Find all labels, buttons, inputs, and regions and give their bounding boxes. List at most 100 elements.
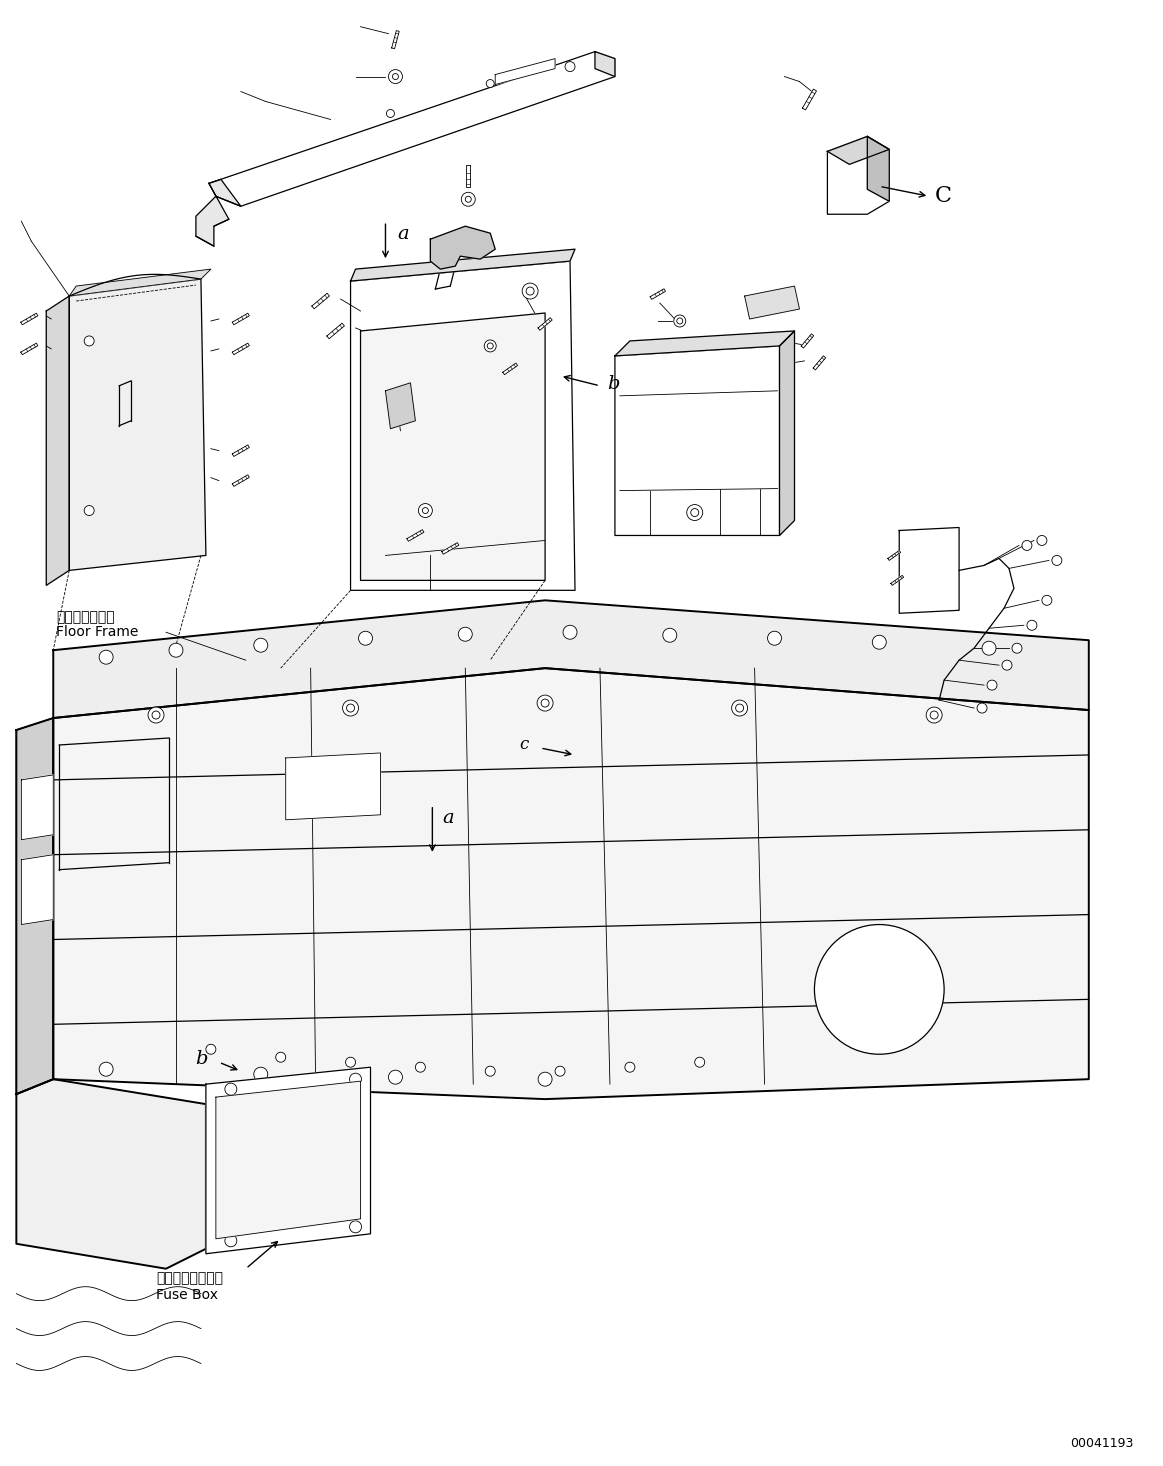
Text: フューズボックス: フューズボックス [156,1271,223,1286]
Circle shape [388,69,402,84]
Circle shape [484,340,497,352]
Polygon shape [16,1079,206,1268]
Polygon shape [595,51,615,76]
Circle shape [485,1066,495,1076]
Circle shape [388,1070,402,1085]
Polygon shape [802,89,816,110]
Circle shape [358,632,372,645]
Circle shape [465,196,471,202]
Text: Fuse Box: Fuse Box [156,1287,217,1302]
Polygon shape [350,249,575,281]
Polygon shape [195,179,241,246]
Polygon shape [286,754,380,819]
Polygon shape [827,136,890,214]
Polygon shape [21,343,38,355]
Circle shape [392,73,399,79]
Circle shape [1042,595,1051,605]
Circle shape [930,711,939,718]
Circle shape [526,287,534,295]
Circle shape [206,1044,216,1054]
Circle shape [982,641,996,655]
Polygon shape [407,529,424,541]
Polygon shape [744,286,799,320]
Polygon shape [887,550,900,560]
Polygon shape [209,51,615,207]
Text: 00041193: 00041193 [1070,1437,1134,1450]
Text: b: b [195,1050,208,1069]
Circle shape [926,707,942,723]
Circle shape [677,318,683,324]
Circle shape [987,680,997,690]
Circle shape [522,283,538,299]
Circle shape [169,644,183,657]
Polygon shape [350,261,575,591]
Text: a: a [398,226,409,243]
Circle shape [732,701,748,715]
Circle shape [691,509,699,516]
Polygon shape [327,323,344,339]
Circle shape [663,629,677,642]
Circle shape [84,506,94,516]
Circle shape [350,1073,362,1085]
Polygon shape [233,444,249,456]
Polygon shape [615,346,779,535]
Circle shape [673,315,686,327]
Circle shape [343,701,358,715]
Circle shape [541,699,549,707]
Polygon shape [891,575,904,585]
Circle shape [563,626,577,639]
Polygon shape [466,166,470,188]
Text: フロアフレーム: フロアフレーム [56,610,115,625]
Polygon shape [233,343,249,355]
Polygon shape [312,293,329,309]
Circle shape [422,507,428,513]
Circle shape [1012,644,1022,654]
Circle shape [276,1053,286,1063]
Circle shape [694,1057,705,1067]
Polygon shape [53,600,1089,718]
Circle shape [872,635,886,649]
Circle shape [1003,660,1012,670]
Polygon shape [430,226,495,270]
Polygon shape [801,334,814,347]
Polygon shape [813,356,826,369]
Polygon shape [502,364,518,375]
Circle shape [419,503,433,517]
Circle shape [148,707,164,723]
Circle shape [347,704,355,712]
Polygon shape [16,718,53,1094]
Polygon shape [16,718,53,1094]
Polygon shape [442,542,459,554]
Polygon shape [21,314,38,325]
Circle shape [555,1066,565,1076]
Polygon shape [21,855,53,925]
Polygon shape [495,59,555,85]
Polygon shape [53,668,1089,1100]
Circle shape [486,79,494,88]
Polygon shape [385,383,415,428]
Polygon shape [392,31,399,48]
Polygon shape [615,331,794,356]
Circle shape [386,110,394,117]
Circle shape [977,704,987,712]
Circle shape [415,1063,426,1072]
Polygon shape [206,1067,371,1253]
Text: C: C [935,185,952,207]
Polygon shape [216,1080,361,1239]
Polygon shape [233,475,249,487]
Circle shape [565,62,575,72]
Circle shape [345,1057,356,1067]
Circle shape [814,925,944,1054]
Circle shape [487,343,493,349]
Circle shape [625,1063,635,1072]
Circle shape [254,638,267,652]
Circle shape [537,695,554,711]
Polygon shape [899,528,959,613]
Polygon shape [21,776,53,840]
Circle shape [768,632,782,645]
Polygon shape [233,314,249,325]
Circle shape [350,1221,362,1233]
Text: b: b [607,375,620,393]
Circle shape [99,651,113,664]
Circle shape [538,1072,552,1086]
